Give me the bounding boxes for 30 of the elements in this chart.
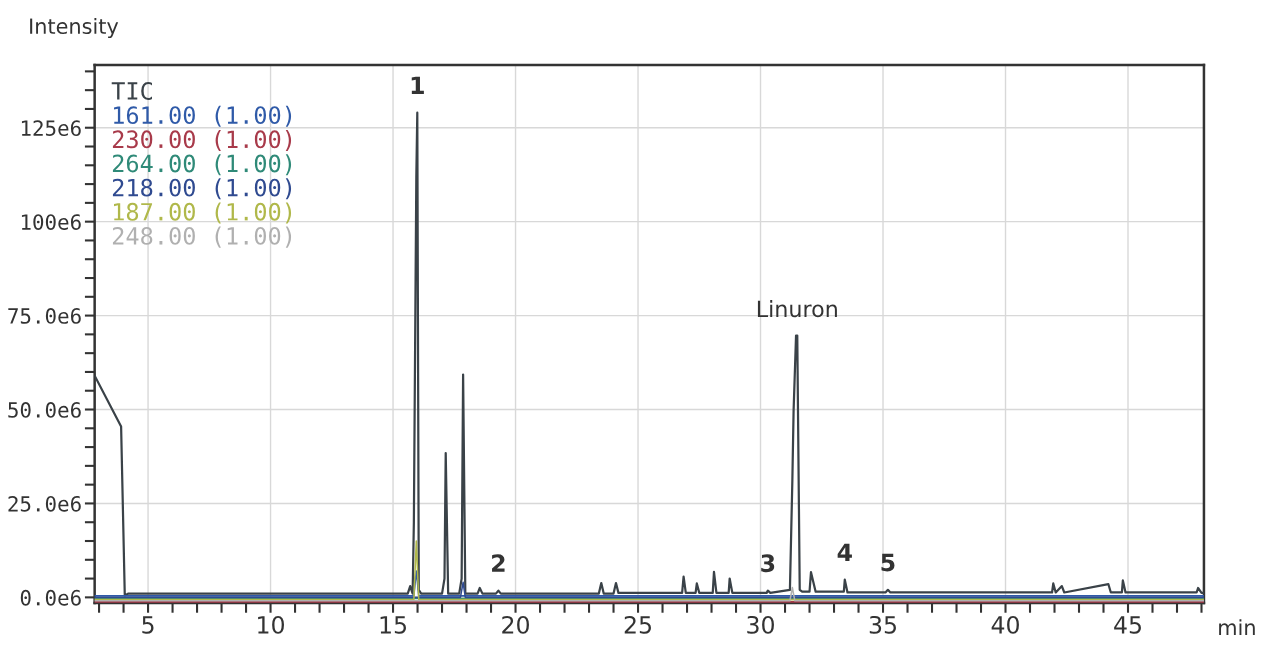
x-tick-label: 45	[1114, 616, 1141, 634]
y-tick-label: 50.0e6	[8, 402, 81, 418]
y-tick-label: 125e6	[21, 120, 81, 136]
y-tick-label: 75.0e6	[8, 308, 81, 324]
text: TIC	[111, 82, 152, 100]
text: 230.00 (1.00)	[112, 129, 292, 152]
x-tick-label: 25	[624, 615, 651, 634]
text: 218.00 (1.00)	[112, 178, 292, 200]
annotation: 1	[411, 76, 424, 94]
x-tick-label: 5	[142, 616, 154, 634]
annotation: 2	[492, 554, 505, 572]
y-tick-label: 0.0e6	[20, 589, 81, 606]
annotation: 3	[761, 554, 775, 573]
x-tick-label: 30	[747, 615, 774, 634]
annotation: Linuron	[757, 300, 837, 318]
x-tick-label: 10	[258, 615, 284, 634]
x-tick-label: 35	[869, 615, 896, 634]
text: 187.00 (1.00)	[114, 202, 292, 224]
y-tick-label: 100e6	[21, 214, 81, 230]
x-tick-label: 20	[502, 615, 529, 634]
annotation: 5	[881, 553, 895, 572]
text: 161.00 (1.00)	[114, 105, 292, 127]
annotation: 4	[837, 543, 852, 561]
text: 264.00 (1.00)	[112, 154, 292, 176]
x-axis-title: min	[1219, 619, 1255, 635]
x-tick-label: 15	[380, 616, 406, 634]
y-axis-title: Intensity	[30, 17, 119, 39]
text: 248.00 (1.00)	[112, 226, 292, 248]
y-tick-label: 25.0e6	[8, 495, 81, 512]
x-tick-label: 40	[991, 615, 1019, 634]
